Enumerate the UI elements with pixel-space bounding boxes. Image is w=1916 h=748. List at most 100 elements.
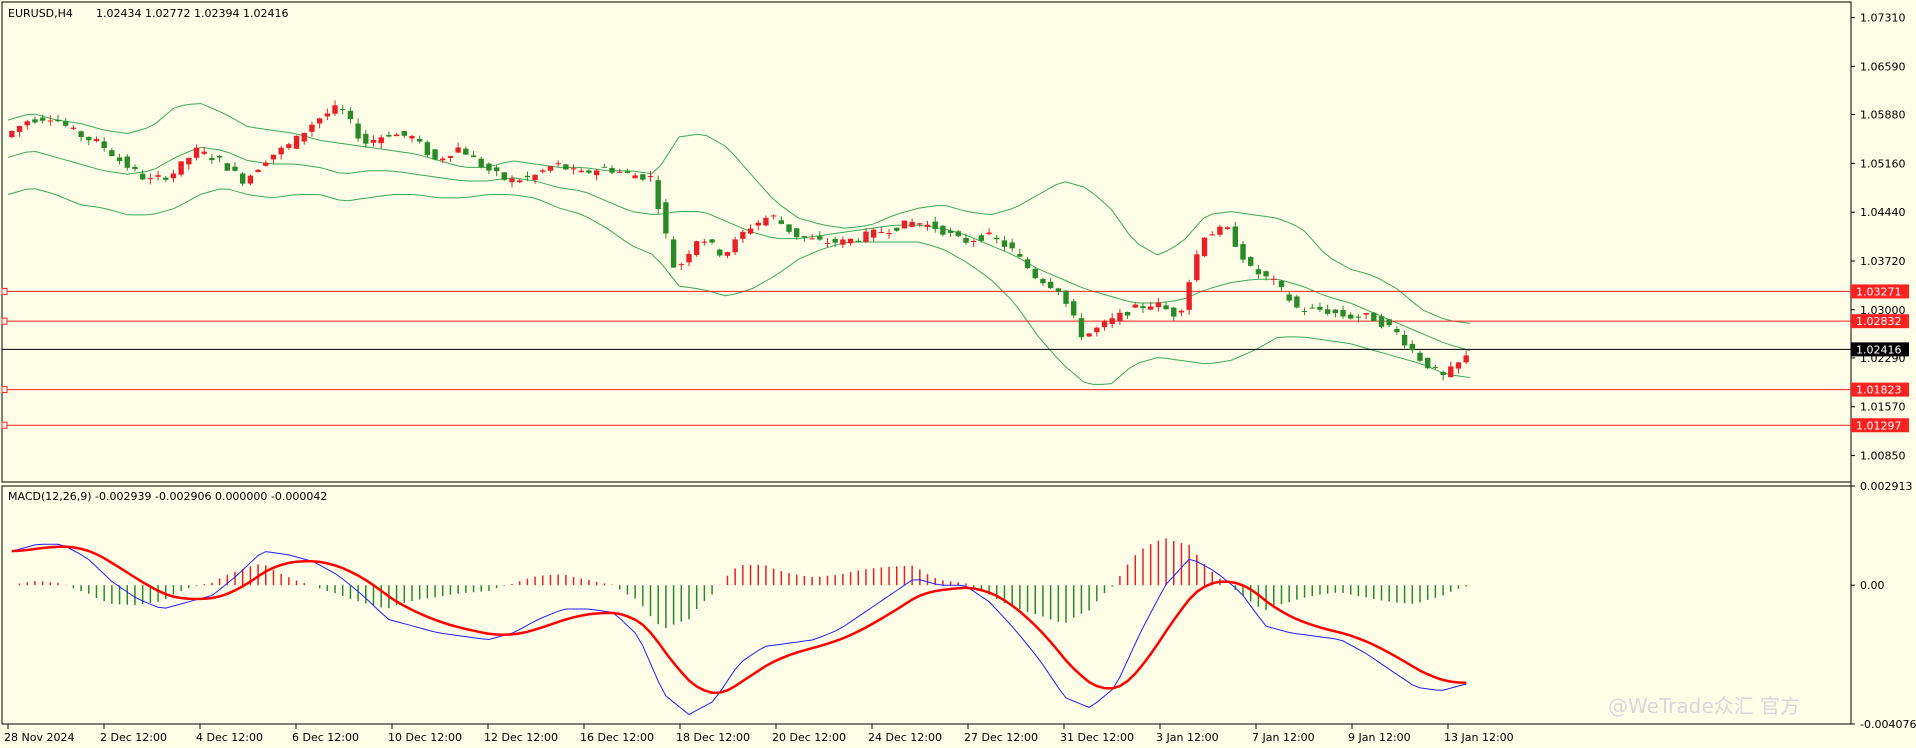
macd-header: MACD(12,26,9) -0.002939 -0.002906 0.0000…	[8, 490, 327, 503]
candle	[509, 175, 515, 188]
candle	[470, 150, 477, 158]
time-tick-label: 3 Jan 12:00	[1156, 731, 1219, 744]
candle-body	[286, 144, 292, 148]
candle-body	[940, 225, 946, 235]
candle-body	[163, 177, 169, 180]
candle-body	[1147, 306, 1154, 310]
time-tick-label: 6 Dec 12:00	[292, 731, 359, 744]
candle	[209, 154, 215, 164]
price-tag-bg	[1851, 382, 1909, 397]
candle-body	[1124, 311, 1131, 316]
candle	[1147, 302, 1154, 311]
candle	[378, 134, 384, 149]
candle	[340, 104, 346, 115]
candle-body	[1371, 312, 1377, 322]
candle	[1047, 278, 1054, 290]
candle	[1409, 340, 1415, 354]
candle-body	[386, 134, 392, 137]
candle-body	[655, 180, 661, 210]
price-axis: 1.07310 1.06590 1.05880 1.05160 1.04440 1.037…	[1851, 12, 1906, 463]
candle	[1324, 304, 1331, 316]
price-tag-label: 1.01297	[1856, 419, 1902, 432]
candle-body	[193, 147, 200, 158]
candle	[216, 154, 223, 163]
candle	[493, 165, 500, 177]
candle-body	[870, 229, 877, 238]
candle-body	[355, 123, 361, 139]
price-tick-label: 1.04440	[1860, 206, 1906, 219]
candle	[1155, 297, 1162, 312]
candle-body	[1163, 305, 1169, 310]
candle	[1348, 312, 1354, 320]
candle	[701, 238, 708, 246]
macd-indicator	[11, 538, 1467, 716]
candle-body	[293, 135, 300, 149]
candle	[301, 132, 307, 145]
bollinger-lower-line	[7, 188, 1471, 385]
candle	[1217, 224, 1223, 237]
candle-body	[1463, 355, 1469, 363]
candle-body	[1201, 237, 1208, 257]
candle	[224, 162, 230, 171]
candle	[455, 142, 461, 154]
candle-body	[432, 149, 438, 160]
candle	[409, 134, 415, 143]
candle	[1086, 333, 1092, 338]
candle-body	[1086, 333, 1092, 337]
candle-body	[1348, 314, 1354, 319]
candle	[501, 171, 508, 182]
time-tick-label: 20 Dec 12:00	[772, 731, 846, 744]
candle	[955, 230, 961, 238]
candle	[732, 236, 738, 256]
candle-body	[1178, 310, 1185, 313]
candle-body	[1378, 316, 1385, 327]
candle	[1117, 308, 1123, 325]
candle	[847, 238, 854, 246]
candle-body	[1186, 282, 1192, 310]
candle	[440, 156, 446, 164]
candle-body	[740, 231, 746, 239]
candle	[717, 248, 723, 258]
candle-body	[593, 170, 600, 176]
candle	[532, 174, 538, 184]
candle-body	[1248, 257, 1254, 266]
candle	[963, 233, 969, 245]
candle	[1163, 301, 1169, 310]
candle	[1009, 238, 1015, 252]
candle-body	[1286, 294, 1292, 301]
candle	[724, 251, 731, 259]
candle-body	[424, 142, 431, 156]
candle-body	[270, 154, 277, 160]
candle	[901, 220, 908, 229]
candle	[593, 168, 600, 181]
candle	[894, 227, 900, 232]
candle	[86, 136, 92, 146]
candle-body	[709, 239, 715, 243]
candle	[693, 240, 700, 257]
candle-body	[16, 125, 23, 132]
candle	[1040, 277, 1046, 286]
candle-body	[809, 238, 815, 240]
candle-body	[1255, 269, 1262, 275]
candle	[555, 160, 561, 168]
candle	[1424, 357, 1431, 370]
candle-body	[278, 147, 284, 155]
time-tick-label: 27 Dec 12:00	[964, 731, 1038, 744]
candle-body	[316, 118, 323, 124]
candle-body	[855, 240, 861, 242]
candle-body	[1009, 242, 1015, 249]
candle	[809, 234, 815, 240]
candle-body	[86, 136, 92, 141]
candle-body	[501, 172, 508, 180]
candle	[1386, 318, 1392, 327]
price-tag-label: 1.02832	[1856, 315, 1902, 328]
candle-body	[201, 151, 207, 154]
candle	[1124, 311, 1131, 319]
candle-body	[924, 224, 931, 227]
bollinger-bands	[7, 103, 1471, 385]
candle	[709, 238, 715, 245]
candle-body	[724, 252, 731, 256]
candle-body	[1363, 313, 1369, 315]
candle-body	[224, 163, 230, 171]
candle-body	[932, 221, 938, 230]
